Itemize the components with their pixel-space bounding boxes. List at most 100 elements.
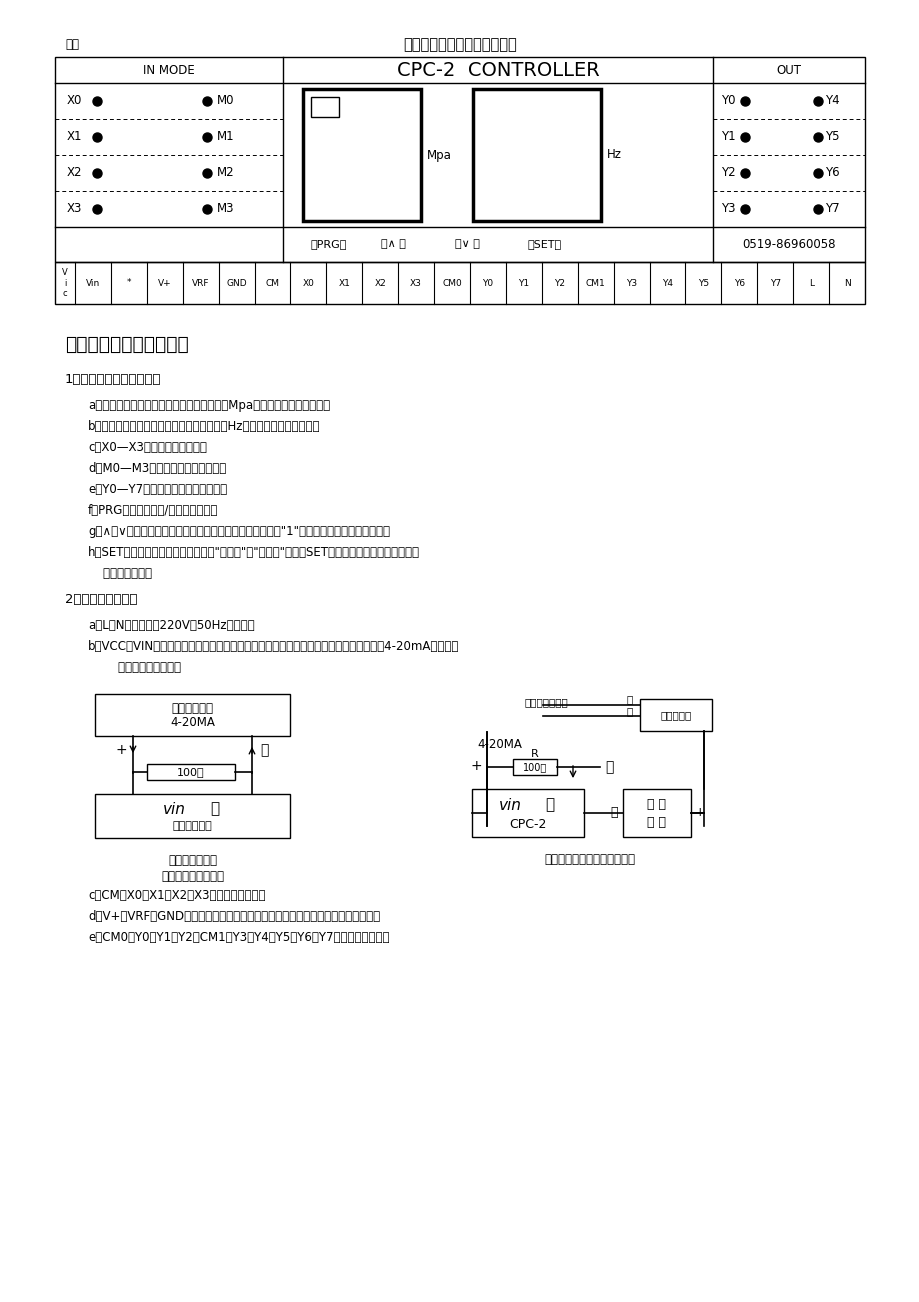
Text: 控制器面板布置及端子排列图: 控制器面板布置及端子排列图: [403, 38, 516, 52]
Text: 采用二线制变送器的接线方式: 采用二线制变送器的接线方式: [544, 853, 635, 866]
Text: Y6: Y6: [824, 167, 839, 180]
Text: Hz: Hz: [607, 148, 621, 161]
Text: 参数的设定值。: 参数的设定值。: [88, 566, 152, 579]
Text: e、Y0—Y7指示灯：输出口有效指示。: e、Y0—Y7指示灯：输出口有效指示。: [88, 483, 227, 496]
Text: Y1: Y1: [720, 130, 735, 143]
Text: 4-20MA: 4-20MA: [170, 716, 215, 729]
Text: Vin: Vin: [85, 279, 100, 288]
Text: g、∧和∨键：数值增、减键。按一次，相应数字增加或减少"1"若按下不放，则连续增或减。: g、∧和∨键：数值增、减键。按一次，相应数字增加或减少"1"若按下不放，则连续增…: [88, 525, 390, 538]
Text: Y3: Y3: [625, 279, 637, 288]
Text: h、SET键：设定和移位键。轮换选择"功能号"或"参数值"。按压SET键，即可确认相应的功能号或: h、SET键：设定和移位键。轮换选择"功能号"或"参数值"。按压SET键，即可确…: [88, 546, 420, 559]
Text: Y4: Y4: [662, 279, 673, 288]
Text: Y2: Y2: [553, 279, 564, 288]
Text: b、VCC、VIN、＊：压力信号模拟量输入端，同远传压力表相连（另附两种不同信号源的4-20mA电流信号: b、VCC、VIN、＊：压力信号模拟量输入端，同远传压力表相连（另附两种不同信号…: [88, 641, 459, 654]
Bar: [95, 694, 289, 736]
Text: VRF: VRF: [192, 279, 210, 288]
Text: i: i: [63, 279, 66, 288]
Text: 4-20MA: 4-20MA: [476, 737, 521, 750]
Bar: [55, 262, 864, 303]
Text: －: －: [605, 760, 613, 773]
Text: V+: V+: [158, 279, 172, 288]
Text: （PRG）: （PRG）: [311, 240, 347, 250]
Text: 变送器输出信号: 变送器输出信号: [525, 697, 568, 707]
Text: （SET）: （SET）: [528, 240, 562, 250]
Text: Y5: Y5: [698, 279, 709, 288]
Text: 电流信号输出: 电流信号输出: [171, 702, 213, 715]
Text: Y0: Y0: [482, 279, 493, 288]
Text: c: c: [62, 289, 67, 298]
Text: Y5: Y5: [824, 130, 839, 143]
Text: X0: X0: [302, 279, 314, 288]
Text: f、PRG键：正常显示/编程模式选择。: f、PRG键：正常显示/编程模式选择。: [88, 504, 218, 517]
Bar: [471, 789, 584, 837]
Text: 绿: 绿: [627, 694, 632, 704]
Bar: [55, 57, 864, 262]
Text: X2: X2: [67, 167, 83, 180]
Text: vin: vin: [163, 802, 186, 816]
Text: M3: M3: [217, 203, 234, 216]
Text: X2: X2: [374, 279, 386, 288]
Text: CPC-2  CONTROLLER: CPC-2 CONTROLLER: [396, 60, 598, 79]
Bar: [311, 98, 338, 117]
Text: OUT: OUT: [776, 64, 800, 77]
Text: M2: M2: [217, 167, 234, 180]
Text: b、右显示框（二位数字）：平时显示频率（Hz），设定时显示功能号。: b、右显示框（二位数字）：平时显示频率（Hz），设定时显示功能号。: [88, 421, 320, 434]
Text: M0: M0: [217, 95, 234, 108]
Text: R: R: [530, 749, 539, 759]
Text: X3: X3: [67, 203, 83, 216]
Text: 图一: 图一: [65, 39, 79, 52]
Text: 100欧: 100欧: [522, 762, 547, 772]
Text: 直 流: 直 流: [647, 798, 665, 811]
Text: Y7: Y7: [824, 203, 839, 216]
Text: a、L、N：交流电源220V，50Hz输入端。: a、L、N：交流电源220V，50Hz输入端。: [88, 618, 255, 631]
Text: ＊: ＊: [210, 802, 219, 816]
Bar: [513, 759, 556, 775]
Bar: [147, 764, 234, 780]
Text: M1: M1: [217, 130, 234, 143]
Text: CM0: CM0: [442, 279, 461, 288]
Text: N: N: [843, 279, 849, 288]
Bar: [640, 699, 711, 730]
Text: 红: 红: [627, 706, 632, 716]
Text: 100欧: 100欧: [177, 767, 205, 777]
Text: 电流信号的接线方式: 电流信号的接线方式: [161, 870, 223, 883]
Text: X3: X3: [410, 279, 422, 288]
Text: ＊: ＊: [545, 798, 554, 812]
Text: Y0: Y0: [720, 95, 734, 108]
Text: 1：面板布置（参见图一）: 1：面板布置（参见图一）: [65, 372, 162, 385]
Text: X0: X0: [67, 95, 83, 108]
Text: 电 源: 电 源: [647, 816, 665, 829]
Bar: [302, 89, 421, 221]
Text: CM: CM: [266, 279, 279, 288]
Text: vin: vin: [498, 798, 521, 812]
Text: －: －: [259, 743, 268, 756]
Text: +: +: [471, 759, 482, 773]
Text: X1: X1: [338, 279, 350, 288]
Text: +: +: [694, 806, 705, 819]
Text: a、左显示框（三位数字）：平时显示压力（Mpa），设定时显示参数值。: a、左显示框（三位数字）：平时显示压力（Mpa），设定时显示参数值。: [88, 398, 330, 411]
Text: c、X0—X3指示灯：状态指示。: c、X0—X3指示灯：状态指示。: [88, 441, 207, 454]
Text: Y4: Y4: [824, 95, 839, 108]
Text: 三、操作面板及接线端子: 三、操作面板及接线端子: [65, 335, 188, 354]
Text: +: +: [115, 743, 127, 756]
Text: Y7: Y7: [769, 279, 780, 288]
Text: Y2: Y2: [720, 167, 735, 180]
Text: CPC-2: CPC-2: [509, 819, 546, 832]
Text: L: L: [808, 279, 812, 288]
Text: CM1: CM1: [585, 279, 605, 288]
Text: Y6: Y6: [733, 279, 744, 288]
Bar: [95, 794, 289, 838]
Text: c、CM、X0、X1、X2、X3：开关量输入端。: c、CM、X0、X1、X2、X3：开关量输入端。: [88, 889, 266, 902]
Text: －: －: [609, 806, 617, 819]
Text: （∧ ）: （∧ ）: [380, 240, 405, 250]
Text: e、CM0、Y0、Y1、Y2及CM1、Y3、Y4、Y5、Y6、Y7：开关量输出端。: e、CM0、Y0、Y1、Y2及CM1、Y3、Y4、Y5、Y6、Y7：开关量输出端…: [88, 931, 389, 944]
Text: 压力变送器: 压力变送器: [660, 710, 691, 720]
Text: d、M0—M3指示灯：工作模式指示。: d、M0—M3指示灯：工作模式指示。: [88, 462, 226, 475]
Text: d、V+、VRF、GND：模拟量（控制信号）输出端，与变频器的频率设定端子相连。: d、V+、VRF、GND：模拟量（控制信号）输出端，与变频器的频率设定端子相连。: [88, 910, 380, 923]
Text: （∨ ）: （∨ ）: [455, 240, 480, 250]
Text: X1: X1: [67, 130, 83, 143]
Text: 控制器输入端: 控制器输入端: [173, 822, 212, 831]
Text: Y3: Y3: [720, 203, 734, 216]
Text: IN MODE: IN MODE: [143, 64, 195, 77]
Text: 接线图，供参考）。: 接线图，供参考）。: [88, 661, 181, 674]
